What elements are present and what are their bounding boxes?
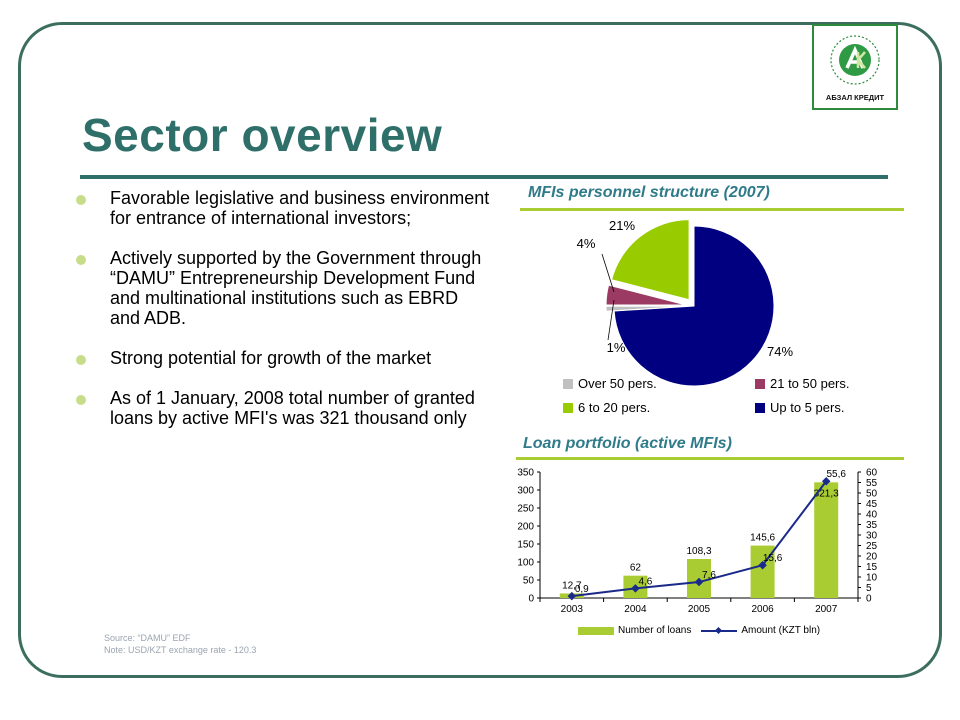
legend-swatch <box>563 402 573 413</box>
left-tick-label: 250 <box>517 504 534 515</box>
bullet-item: Favorable legislative and business envir… <box>72 188 492 228</box>
legend-line-swatch <box>701 627 738 635</box>
pie-legend-item: 6 to 20 pers. <box>563 400 650 415</box>
x-tick-label: 2006 <box>751 604 774 615</box>
pie-title-rule <box>520 208 904 211</box>
left-tick-label: 200 <box>517 522 534 533</box>
bar-value-label: 12,7 <box>562 580 582 591</box>
bar-chart-legend: Number of loans Amount (KZT bln) <box>578 625 820 636</box>
bullet-list: Favorable legislative and business envir… <box>72 188 492 448</box>
pie-chart-title: MFIs personnel structure (2007) <box>528 184 770 201</box>
left-tick-label: 150 <box>517 540 534 551</box>
left-tick-label: 50 <box>523 576 535 587</box>
line-value-label: 55,6 <box>826 469 846 480</box>
right-tick-label: 40 <box>866 510 878 521</box>
pie-slice <box>613 225 775 387</box>
bar-value-label: 108,3 <box>686 546 711 557</box>
legend-label: Number of loans <box>618 625 692 636</box>
bar-title-rule <box>516 457 904 460</box>
pie-value-label: 1% <box>607 340 626 355</box>
bar-value-label: 321,3 <box>814 488 839 499</box>
right-tick-label: 5 <box>866 583 872 594</box>
note-line: Note: USD/KZT exchange rate - 120.3 <box>104 645 257 655</box>
right-tick-label: 10 <box>866 573 878 584</box>
pie-slice <box>605 284 687 306</box>
bar-value-label: 62 <box>630 563 642 574</box>
x-tick-label: 2004 <box>624 604 647 615</box>
right-tick-label: 60 <box>866 468 878 479</box>
legend-swatch <box>755 402 765 413</box>
pie-value-label: 4% <box>577 236 596 251</box>
right-tick-label: 55 <box>866 478 878 489</box>
pie-legend-item: Over 50 pers. <box>563 376 657 391</box>
bar-value-label: 145,6 <box>750 533 775 544</box>
line-point <box>631 584 640 593</box>
legend-label: Over 50 pers. <box>578 376 657 391</box>
right-tick-label: 35 <box>866 520 878 531</box>
bar-chart-title: Loan portfolio (active MFIs) <box>523 435 732 452</box>
line-point <box>758 560 767 570</box>
pie-legend-item: 21 to 50 pers. <box>755 376 850 391</box>
source-note: Source: “DAMU” EDF Note: USD/KZT exchang… <box>104 632 256 656</box>
pie-legend-item: Up to 5 pers. <box>755 400 844 415</box>
legend-label: 21 to 50 pers. <box>770 376 850 391</box>
line-value-label: 4,6 <box>638 576 652 587</box>
left-tick-label: 300 <box>517 486 534 497</box>
legend-label: 6 to 20 pers. <box>578 400 651 415</box>
pie-slice <box>611 219 690 301</box>
bullet-item: Strong potential for growth of the marke… <box>72 348 492 368</box>
logo-emblem-icon: АБЗАЛ КРЕДИТ <box>826 35 885 102</box>
pie-leader-line <box>607 299 615 341</box>
x-tick-label: 2007 <box>815 604 838 615</box>
logo-text: АБЗАЛ КРЕДИТ <box>826 93 885 102</box>
page-title: Sector overview <box>82 109 443 161</box>
slide-frame <box>18 22 942 678</box>
legend-bar-swatch <box>578 626 614 635</box>
bar <box>814 482 839 598</box>
left-tick-label: 100 <box>517 558 534 569</box>
x-tick-label: 2003 <box>561 604 584 615</box>
pie-leader-line <box>601 253 615 293</box>
right-tick-label: 30 <box>866 531 878 542</box>
right-tick-label: 20 <box>866 552 878 563</box>
bullet-item: As of 1 January, 2008 total number of gr… <box>72 388 492 428</box>
pie-slice <box>605 305 687 312</box>
right-tick-label: 15 <box>866 562 878 573</box>
legend-swatch <box>755 378 765 389</box>
line-point <box>821 476 831 486</box>
pie-value-label: 74% <box>767 344 793 359</box>
right-tick-label: 25 <box>866 541 878 552</box>
title-underline <box>80 175 888 179</box>
line-value-label: 7,6 <box>702 570 716 581</box>
right-tick-label: 0 <box>866 594 872 605</box>
legend-swatch <box>563 378 573 389</box>
source-line: Source: “DAMU” EDF <box>104 633 191 643</box>
line-point <box>567 591 577 601</box>
left-tick-label: 0 <box>528 594 534 605</box>
line-point <box>694 577 704 587</box>
legend-label: Amount (KZT bln) <box>741 625 821 636</box>
line-value-label: 0,9 <box>575 584 589 595</box>
right-tick-label: 45 <box>866 499 878 510</box>
company-logo: АБЗАЛ КРЕДИТ <box>812 24 898 110</box>
pie-value-label: 21% <box>609 218 635 233</box>
x-tick-label: 2005 <box>688 604 711 615</box>
bullet-item: Actively supported by the Government thr… <box>72 248 492 328</box>
line-value-label: 15,6 <box>763 553 783 564</box>
left-tick-label: 350 <box>517 468 534 479</box>
right-tick-label: 50 <box>866 489 878 500</box>
legend-label: Up to 5 pers. <box>770 400 845 415</box>
